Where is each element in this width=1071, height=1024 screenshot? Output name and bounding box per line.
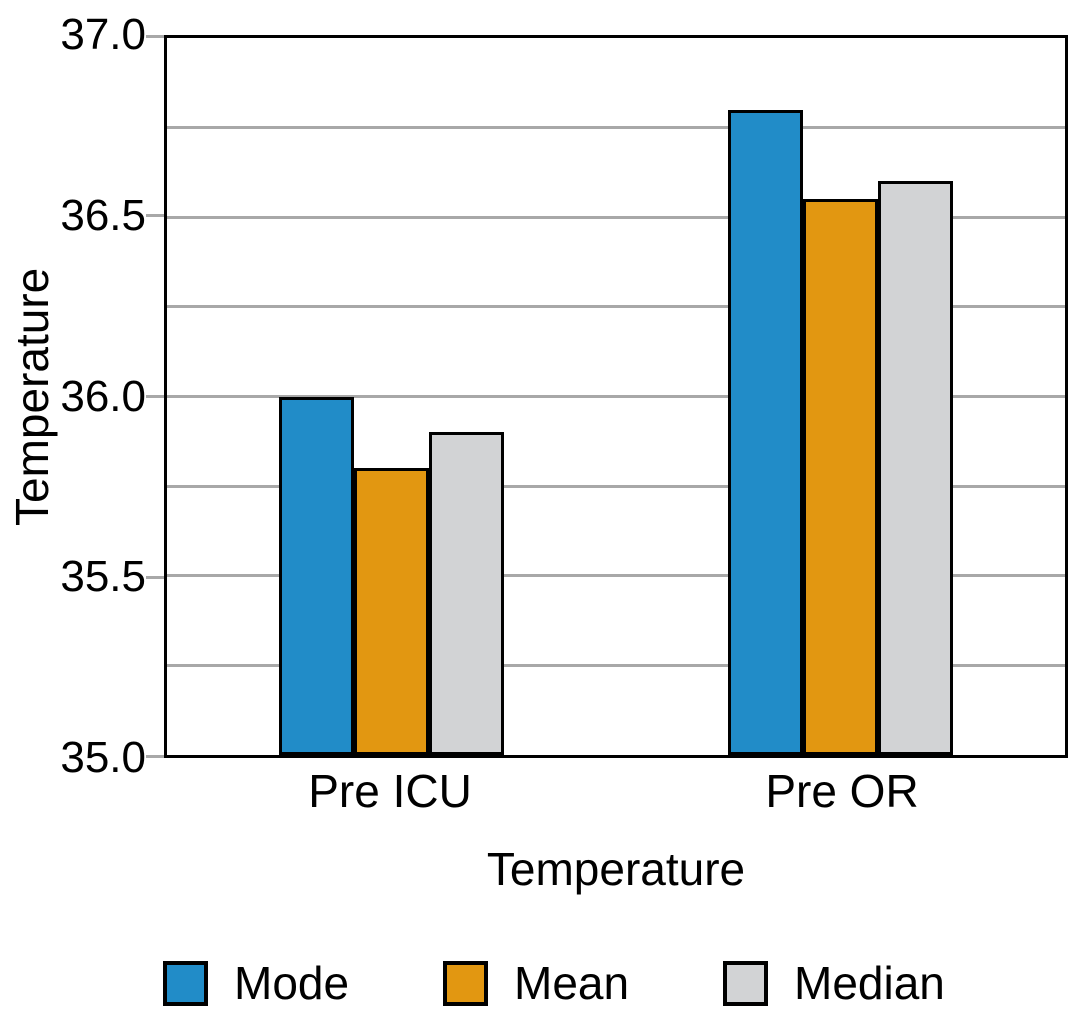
legend-label-median: Median [794, 957, 945, 1009]
bar-mode-pre-icu [279, 396, 354, 755]
plot-area [164, 35, 1068, 758]
y-tick-mark [146, 35, 164, 38]
y-tick-labels: 35.0 35.5 36.0 36.5 37.0 [0, 13, 146, 780]
bar-mean-pre-icu [354, 468, 429, 755]
x-axis-title: Temperature [486, 843, 746, 895]
gridlines [167, 38, 1065, 755]
legend-swatch-mode [163, 960, 208, 1006]
y-tick-label: 35.5 [60, 552, 146, 602]
x-tick-label-pre-or: Pre OR [765, 765, 919, 817]
bar-median-pre-or [878, 181, 953, 755]
y-tick-mark [146, 395, 164, 398]
y-tick-mark [146, 575, 164, 579]
bars [167, 38, 1065, 755]
y-tick-label: 36.5 [60, 190, 146, 240]
gridline [167, 126, 1065, 130]
gridline [167, 305, 1065, 309]
gridline [167, 574, 1065, 578]
y-tick-label: 35.0 [60, 733, 146, 782]
legend-item-median: Median [723, 960, 1003, 1006]
y-tick-label: 36.0 [60, 371, 146, 421]
legend-label-mode: Mode [234, 957, 350, 1009]
gridline [167, 663, 1065, 667]
y-tick-mark [146, 755, 164, 758]
x-tick-labels: Pre ICU Pre OR [164, 768, 1068, 824]
legend-item-mode: Mode [163, 960, 443, 1006]
legend-swatch-mean [443, 960, 488, 1006]
x-tick-label-pre-icu: Pre ICU [308, 765, 472, 817]
gridline [167, 215, 1065, 219]
gridline [167, 484, 1065, 488]
bar-median-pre-icu [429, 432, 504, 755]
y-tick-label: 37.0 [60, 10, 146, 59]
bar-mean-pre-or [803, 199, 878, 755]
y-tick-mark [146, 214, 164, 218]
legend-item-mean: Mean [443, 960, 723, 1006]
legend-swatch-median [723, 960, 768, 1006]
bar-mode-pre-or [728, 109, 803, 755]
legend-label-mean: Mean [514, 957, 630, 1009]
gridline [167, 395, 1065, 398]
y-tick-marks [146, 35, 164, 758]
legend: Mode Mean Median [163, 960, 1003, 1006]
